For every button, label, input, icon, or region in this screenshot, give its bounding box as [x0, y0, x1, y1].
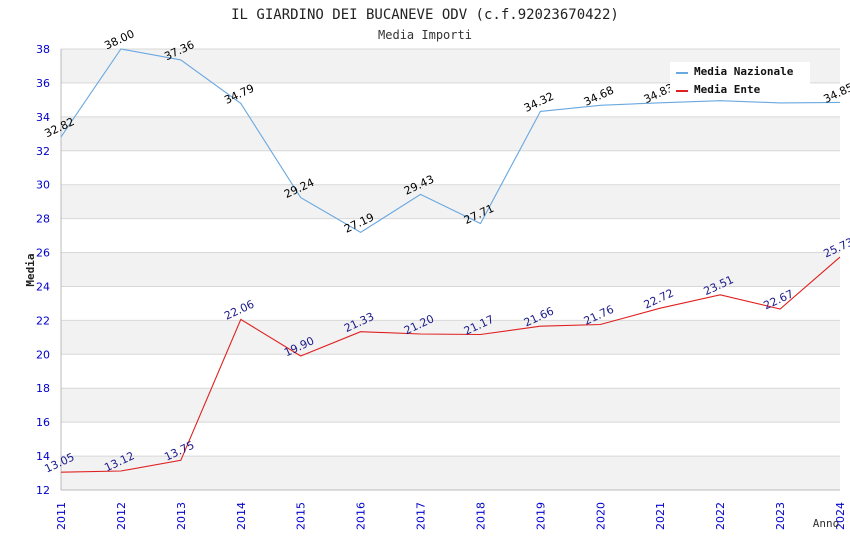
series-line-nazionale: [60, 48, 841, 234]
y-tick-label: 18: [36, 382, 50, 395]
y-tick-labels: 12 14 16 18 20 22 24 26 28 30 32 34 36 38: [36, 43, 50, 497]
y-tick-label: 28: [36, 213, 50, 226]
x-tick-label: 2017: [415, 502, 428, 530]
x-tick-label: 2011: [55, 502, 68, 530]
x-tick-label: 2012: [115, 502, 128, 530]
data-label: 22.72: [642, 286, 676, 311]
y-tick-label: 20: [36, 348, 50, 361]
data-label: 22.06: [222, 298, 256, 323]
x-tick-label: 2014: [235, 502, 248, 530]
x-tick-labels: 2011 2012 2013 2014 2015 2016 2017 2018 2019 2020…: [55, 502, 847, 530]
y-tick-label: 30: [36, 179, 50, 192]
data-label: 34.79: [222, 82, 256, 107]
x-tick-label: 2013: [175, 502, 188, 530]
grid-band: [61, 252, 840, 287]
y-tick-label: 34: [36, 111, 50, 124]
x-tick-label: 2018: [474, 502, 487, 530]
series-line-ente: [60, 256, 841, 473]
x-tick-label: 2021: [654, 502, 667, 530]
grid-band: [61, 320, 840, 355]
x-tick-label: 2024: [834, 502, 847, 530]
series-lines: [60, 48, 841, 473]
grid-band: [61, 388, 840, 423]
y-tick-label: 24: [36, 280, 50, 293]
y-tick-label: 22: [36, 314, 50, 327]
grid-band: [61, 184, 840, 219]
x-tick-label: 2015: [295, 502, 308, 530]
grid-band: [61, 456, 840, 490]
legend-background: [670, 62, 810, 100]
y-tick-label: 38: [36, 43, 50, 56]
y-tick-label: 32: [36, 145, 50, 158]
data-label: 34.32: [522, 90, 556, 115]
y-tick-label: 36: [36, 77, 50, 90]
background-bands: [61, 49, 840, 490]
y-tick-label: 12: [36, 484, 50, 497]
chart-title: IL GIARDINO DEI BUCANEVE ODV (c.f.920236…: [231, 7, 619, 23]
x-tick-label: 2020: [594, 502, 607, 530]
y-tick-label: 26: [36, 247, 50, 260]
x-tick-label: 2022: [714, 502, 727, 530]
legend-label-nazionale: Media Nazionale: [694, 65, 794, 78]
legend-label-ente: Media Ente: [694, 83, 761, 96]
grid-band: [61, 116, 840, 151]
legend: Media Nazionale Media Ente: [670, 62, 810, 100]
y-tick-label: 14: [36, 450, 50, 463]
x-axis-label: Anno: [813, 517, 840, 530]
x-tick-label: 2019: [534, 502, 547, 530]
chart-subtitle: Media Importi: [378, 28, 472, 42]
y-axis-label: Media: [24, 253, 37, 286]
x-tick-label: 2023: [774, 502, 787, 530]
x-tick-label: 2016: [355, 502, 368, 530]
y-tick-label: 16: [36, 416, 50, 429]
